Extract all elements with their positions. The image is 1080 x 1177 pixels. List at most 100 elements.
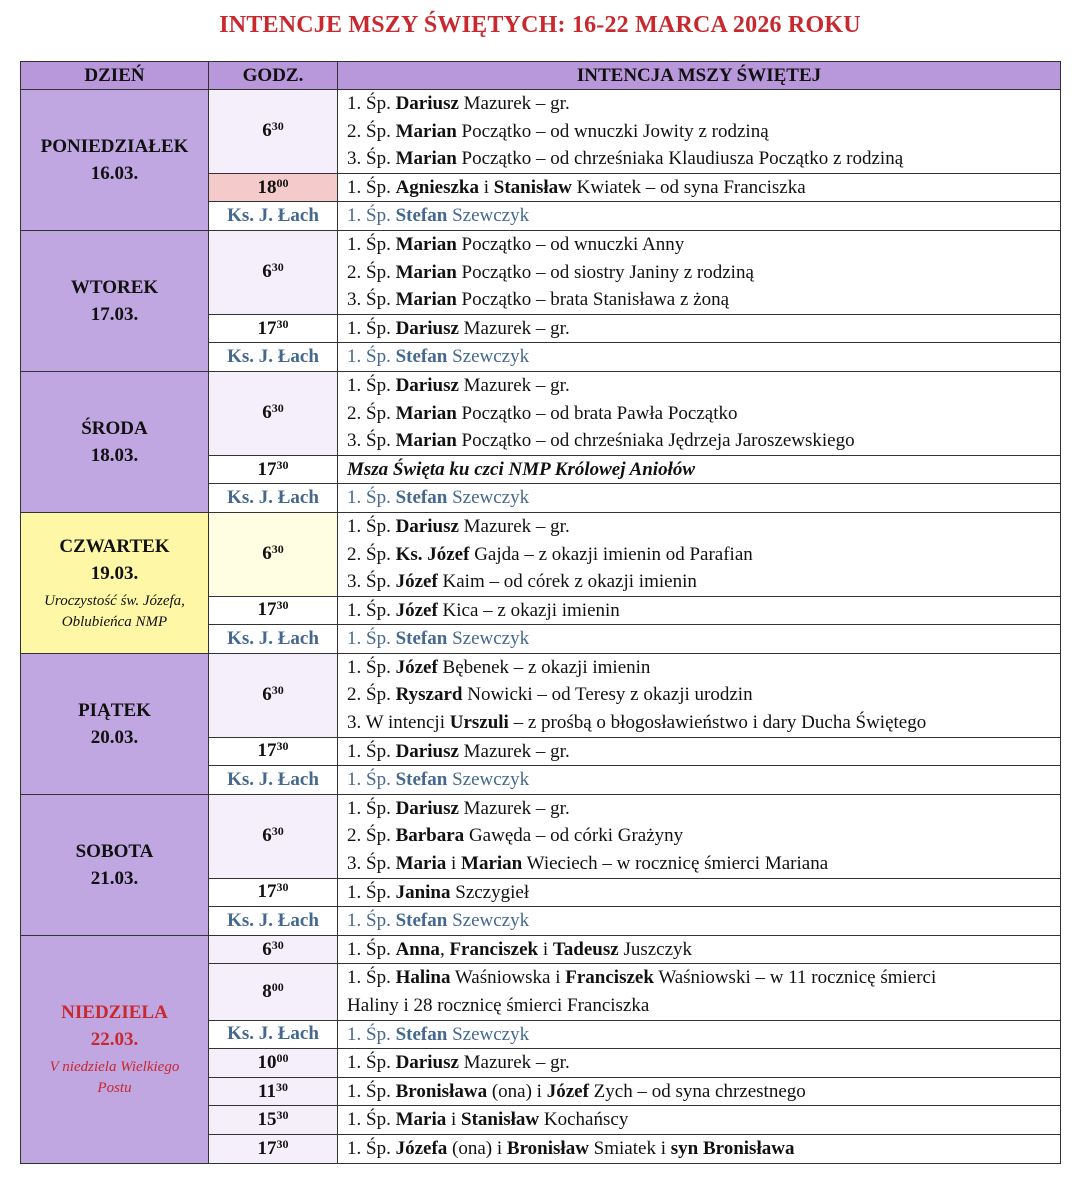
intention-text: Dariusz <box>395 93 459 114</box>
time-cell: 1800 <box>208 172 338 203</box>
intention-cell: 1. Śp. Stefan Szewczyk <box>337 201 1061 231</box>
day-date: 18.03. <box>90 444 139 466</box>
intention-line: 1. Śp. Dariusz Mazurek – gr. <box>347 738 1060 766</box>
intention-text: Smiatek i <box>588 1137 671 1159</box>
intention-cell: 1. Śp. Marian Początko – od wnuczki Anny… <box>337 229 1061 315</box>
intention-text: Barbara <box>395 825 465 847</box>
intention-text: 1. Śp. <box>347 769 396 791</box>
intention-text: Marian <box>395 148 457 170</box>
intention-text: i <box>446 1109 462 1131</box>
schedule-row: 1800 1. Śp. Agnieszka i Stanisław Kwiatek… <box>21 172 1061 203</box>
intention-cell: 1. Śp. Dariusz Mazurek – gr. 2. Śp. Barba… <box>337 793 1061 879</box>
intention-line: 1. Śp. Marian Początko – od wnuczki Anny <box>347 231 1060 259</box>
day-cell: CZWARTEK 19.03. Uroczystość św. Józefa, Ob… <box>20 511 209 654</box>
intention-line: 2. Śp. Barbara Gawęda – od córki Grażyny <box>347 822 1060 850</box>
time-hour: Ks. J. Łach <box>227 910 319 932</box>
time-cell: Ks. J. Łach <box>208 1019 338 1050</box>
intention-cell: 1. Śp. Stefan Szewczyk <box>337 906 1061 936</box>
intention-line: 1. Śp. Maria i Stanisław Kochańscy <box>347 1106 1060 1134</box>
intention-text: 1. Śp. <box>347 1137 396 1159</box>
intention-line: 1. Śp. Bronisława (ona) i Józef Zych – o… <box>347 1078 1060 1106</box>
intention-line: 1. Śp. Stefan Szewczyk <box>347 343 1060 371</box>
intention-line: 2. Śp. Marian Początko – od brata Pawła … <box>347 400 1060 428</box>
intention-text: Mazurek – gr. <box>458 515 570 537</box>
schedule-row: PONIEDZIAŁEK 16.03. 630 1. Śp. Dariusz Mazu… <box>20 89 1061 231</box>
intention-cell: 1. Śp. Dariusz Mazurek – gr. <box>337 313 1061 344</box>
time-minutes: 30 <box>271 119 284 134</box>
time-cell: 1730 <box>208 313 338 344</box>
time-minutes: 30 <box>276 739 289 754</box>
intention-line: Haliny i 28 rocznicę śmierci Franciszka <box>347 992 1060 1020</box>
time-cell: 800 <box>208 963 338 1021</box>
time-hour: 6 <box>262 684 272 706</box>
time-minutes: 30 <box>271 260 284 275</box>
intention-line: 1. Śp. Stefan Szewczyk <box>347 484 1060 512</box>
time-cell: Ks. J. Łach <box>208 483 338 513</box>
time-cell: 630 <box>208 793 338 879</box>
day-cell: PONIEDZIAŁEK 16.03. <box>20 89 209 231</box>
day-name: PONIEDZIAŁEK <box>40 135 189 157</box>
intention-text: 3. Śp. <box>347 289 396 311</box>
time-hour: 17 <box>257 881 277 903</box>
schedule-row: 1730 Msza Święta ku czci NMP Królowej Ani… <box>21 454 1061 485</box>
time-cell: 1730 <box>208 595 338 626</box>
time-cell: 1130 <box>208 1076 338 1107</box>
page-title: INTENCJE MSZY ŚWIĘTYCH: 16-22 MARCA 2026… <box>219 12 861 38</box>
intention-cell: 1. Śp. Stefan Szewczyk <box>337 342 1061 372</box>
time-hour: Ks. J. Łach <box>227 769 319 791</box>
schedule-row: 1730 1. Śp. Dariusz Mazurek – gr. <box>21 736 1061 767</box>
intention-text: Początko – brata Stanisława z żoną <box>456 289 730 311</box>
time-hour: 15 <box>257 1109 277 1131</box>
intention-text: Bębenek – z okazji imienin <box>437 656 651 678</box>
time-hour: 6 <box>262 120 272 142</box>
time-cell: Ks. J. Łach <box>208 765 338 795</box>
intention-line: 1. Śp. Stefan Szewczyk <box>347 907 1060 935</box>
day-date: 21.03. <box>90 867 139 889</box>
schedule-row: 1730 1. Śp. Józef Kica – z okazji imienin <box>21 595 1061 626</box>
intention-text: Marian <box>395 120 457 142</box>
time-hour: Ks. J. Łach <box>227 487 319 509</box>
intention-text: Ryszard <box>395 684 463 706</box>
intention-line: 1. Śp. Stefan Szewczyk <box>347 1021 1060 1049</box>
intention-text: Dariusz <box>395 374 459 396</box>
intention-text: Szewczyk <box>447 1023 530 1045</box>
time-hour: 6 <box>262 938 272 960</box>
time-cell: 630 <box>208 89 338 174</box>
intention-cell: 1. Śp. Dariusz Mazurek – gr. <box>337 736 1061 767</box>
schedule-row: WTOREK 17.03. 630 1. Śp. Marian Początko – … <box>20 229 1061 372</box>
intention-line: 2. Śp. Marian Początko – od wnuczki Jowi… <box>347 118 1060 146</box>
intention-line: 3. Śp. Marian Początko – brata Stanisław… <box>347 286 1060 314</box>
intention-line: 1. Śp. Dariusz Mazurek – gr. <box>347 315 1060 343</box>
intention-text: 1. Śp. <box>347 938 396 960</box>
day-note: V niedziela Wielkiego Postu <box>49 1059 180 1097</box>
intention-line: 3. Śp. Maria i Marian Wieciech – w roczn… <box>347 850 1060 878</box>
day-note: Uroczystość św. Józefa, Oblubieńca NMP <box>44 592 185 630</box>
mass-intentions-table: DZIEŃ GODZ. INTENCJA MSZY ŚWIĘTEJ PONIED… <box>20 61 1061 1164</box>
intention-text: Marian <box>395 402 457 424</box>
day-date: 22.03. <box>90 1029 139 1051</box>
schedule-row: 1730 1. Śp. Dariusz Mazurek – gr. <box>21 313 1061 344</box>
intention-text: 2. Śp. <box>347 402 396 424</box>
time-cell: 1000 <box>208 1048 338 1078</box>
intention-text: Waśniowski – w 11 rocznicę śmierci <box>653 967 937 989</box>
time-minutes: 30 <box>276 316 289 331</box>
intention-text: Zych – od syna chrzestnego <box>588 1080 806 1102</box>
time-hour: 10 <box>257 1051 277 1073</box>
intention-text: Anna <box>395 938 440 960</box>
intention-text: Stefan <box>395 487 448 509</box>
day-date: 20.03. <box>90 726 139 748</box>
intention-text: Początko – od chrześniaka Klaudiusza Poc… <box>456 148 904 170</box>
day-name: CZWARTEK <box>59 535 170 557</box>
intention-text: Szewczyk <box>447 487 530 509</box>
time-minutes: 30 <box>271 937 284 952</box>
intention-text: Juszczyk <box>618 938 693 960</box>
intention-line: 1. Śp. Józefa (ona) i Bronisław Smiatek … <box>347 1135 1060 1163</box>
time-hour: 17 <box>257 1137 277 1159</box>
intention-cell: 1. Śp. Stefan Szewczyk <box>337 1019 1061 1050</box>
intention-line: 1. Śp. Dariusz Mazurek – gr. <box>347 513 1060 541</box>
intention-text: Stefan <box>395 628 448 650</box>
day-cell: PIĄTEK 20.03. <box>20 652 209 795</box>
day-cell: ŚRODA 18.03. <box>20 370 209 513</box>
intention-text: Dariusz <box>395 740 459 762</box>
header-time: GODZ. <box>208 61 338 90</box>
